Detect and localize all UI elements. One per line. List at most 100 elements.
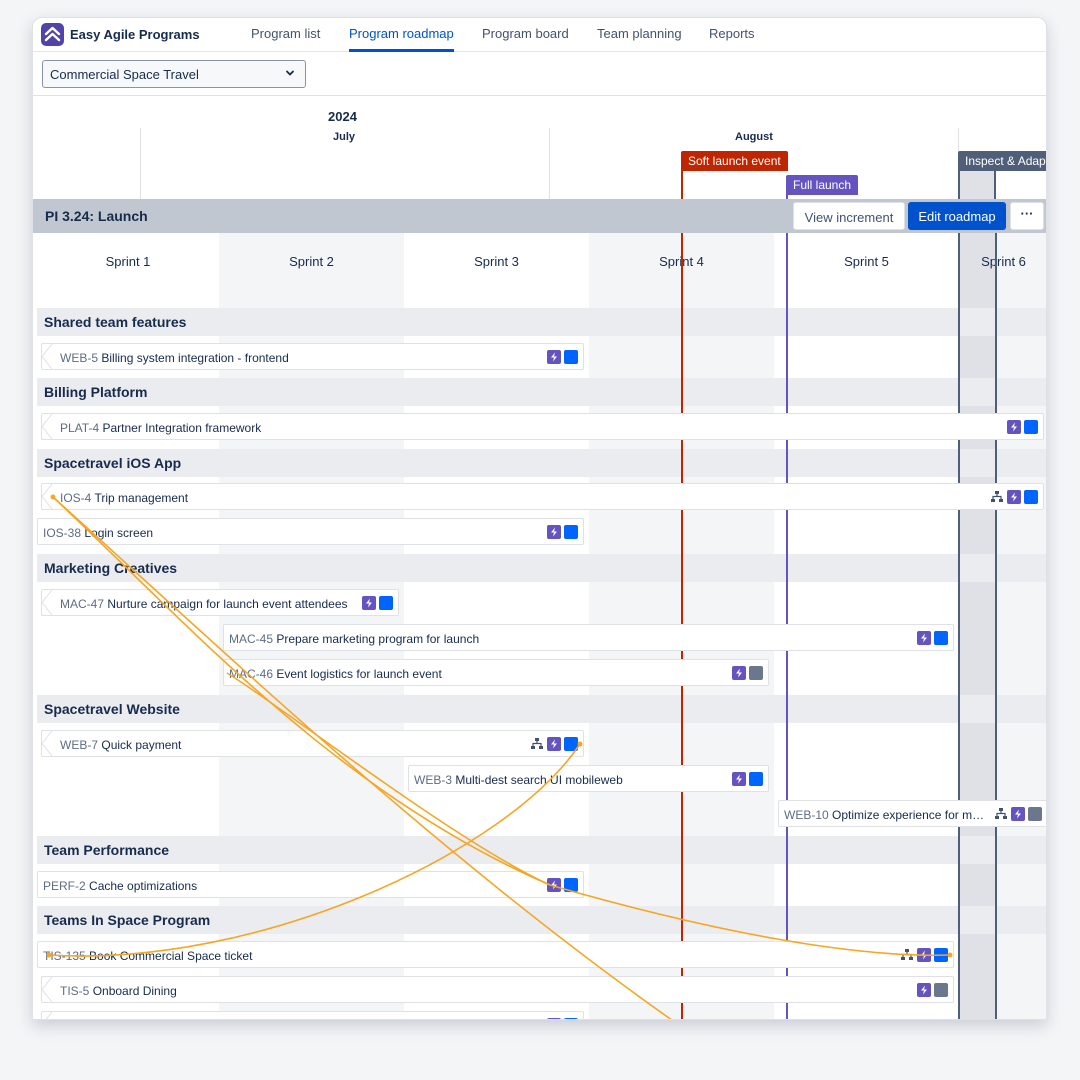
story-type-icon xyxy=(917,947,931,962)
story-type-icon xyxy=(1011,806,1025,821)
tab-program-list[interactable]: Program list xyxy=(251,26,321,41)
item-icons xyxy=(917,982,948,997)
item-key[interactable]: PLAT-4 xyxy=(60,421,100,435)
roadmap-item[interactable]: PLAT-4 Partner Integration framework xyxy=(41,413,1044,440)
continues-left-icon xyxy=(41,730,53,757)
roadmap-item[interactable]: WEB-7 Quick payment xyxy=(41,730,584,757)
group-header: Teams In Space Program xyxy=(37,906,1046,934)
status-icon xyxy=(1024,489,1038,504)
roadmap-item[interactable]: MAC-46 Event logistics for launch event xyxy=(223,659,769,686)
continues-left-icon xyxy=(41,343,53,370)
roadmap-item[interactable]: TIS-135 Book Commercial Space ticket xyxy=(37,941,954,968)
active-tab-indicator xyxy=(349,49,454,52)
item-icons xyxy=(917,630,948,645)
story-type-icon xyxy=(732,771,746,786)
group-header: Marketing Creatives xyxy=(37,554,1046,582)
item-text: WEB-5 Billing system integration - front… xyxy=(60,351,541,365)
top-navigation: Easy Agile Programs Program list Program… xyxy=(33,18,1046,52)
item-title: Quick payment xyxy=(101,738,182,752)
roadmap-item[interactable]: WEB-10 Optimize experience for mobile we… xyxy=(778,800,1046,827)
status-icon xyxy=(749,665,763,680)
tab-program-roadmap[interactable]: Program roadmap xyxy=(349,26,454,41)
program-select[interactable]: Commercial Space Travel xyxy=(42,60,306,88)
item-key[interactable]: WEB-7 xyxy=(60,738,99,752)
tab-reports[interactable]: Reports xyxy=(709,26,755,41)
continues-left-icon xyxy=(41,413,53,440)
continues-left-icon xyxy=(41,1011,53,1019)
month-label: July xyxy=(333,131,356,143)
status-icon xyxy=(934,982,948,997)
item-text: WEB-3 Multi-dest search UI mobileweb xyxy=(414,773,726,787)
continues-left-icon xyxy=(41,589,53,616)
item-key[interactable]: TIS-135 xyxy=(43,949,86,963)
program-select-value: Commercial Space Travel xyxy=(50,67,199,82)
milestone-full-launch[interactable]: Full launch xyxy=(786,175,859,195)
item-key[interactable]: IOS-4 xyxy=(60,491,92,505)
status-icon xyxy=(564,1017,578,1019)
group-label: Spacetravel Website xyxy=(44,701,180,717)
hierarchy-icon[interactable] xyxy=(900,948,914,962)
roadmap-item[interactable]: IOS-38 Login screen xyxy=(37,518,584,545)
continues-left-icon xyxy=(41,976,53,1003)
roadmap-item[interactable]: MAC-45 Prepare marketing program for lau… xyxy=(223,624,954,651)
item-key[interactable]: WEB-3 xyxy=(414,773,453,787)
inspect-adapt-line xyxy=(995,233,997,1019)
item-icons xyxy=(530,736,578,751)
sprint-label: Sprint 3 xyxy=(474,254,519,269)
roadmap-item[interactable]: TIS-5 Onboard Dining xyxy=(41,976,954,1003)
hierarchy-icon[interactable] xyxy=(530,737,544,751)
roadmap-item[interactable]: PERF-2 Cache optimizations xyxy=(37,871,584,898)
item-key[interactable]: TIS-5 xyxy=(60,984,90,998)
program-select-bar: Commercial Space Travel xyxy=(33,52,1046,96)
timeline-year: 2024 xyxy=(328,109,357,124)
item-text: PLAT-4 Partner Integration framework xyxy=(60,421,1001,435)
month-divider xyxy=(140,128,141,199)
inspect-adapt-line xyxy=(958,233,960,1019)
item-key[interactable]: MAC-45 xyxy=(229,632,274,646)
item-title: Event logistics for launch event xyxy=(276,667,442,681)
sprint-label: Sprint 1 xyxy=(105,254,151,269)
roadmap-item[interactable]: MAC-47 Nurture campaign for launch event… xyxy=(41,589,399,616)
milestone-soft-launch[interactable]: Soft launch event xyxy=(681,151,788,171)
edit-roadmap-button[interactable]: Edit roadmap xyxy=(908,202,1006,230)
item-text: MAC-46 Event logistics for launch event xyxy=(229,667,726,681)
status-icon xyxy=(379,595,393,610)
tab-team-planning[interactable]: Team planning xyxy=(597,26,682,41)
more-options-button[interactable]: ··· xyxy=(1010,202,1044,230)
item-key[interactable]: WEB-10 xyxy=(784,808,829,822)
group-label: Marketing Creatives xyxy=(44,560,178,576)
milestone-range xyxy=(958,171,996,199)
item-title: Optimize experience for mobile web xyxy=(832,808,988,822)
milestone-inspect-adapt[interactable]: Inspect & Adapt xyxy=(958,151,1046,171)
increment-header: PI 3.24: Launch View increment Edit road… xyxy=(33,199,1046,233)
roadmap-item[interactable]: WEB-5 Billing system integration - front… xyxy=(41,343,584,370)
roadmap-item[interactable]: TIS-2 Onboard Health & Fitness xyxy=(41,1011,584,1020)
story-type-icon xyxy=(1007,489,1021,504)
roadmap-item[interactable]: WEB-3 Multi-dest search UI mobileweb xyxy=(408,765,769,792)
item-key[interactable]: IOS-38 xyxy=(43,526,82,540)
hierarchy-icon[interactable] xyxy=(994,807,1008,821)
view-increment-button[interactable]: View increment xyxy=(793,202,905,230)
item-key[interactable]: WEB-5 xyxy=(60,351,99,365)
group-header: Spacetravel iOS App xyxy=(37,449,1046,477)
item-icons xyxy=(990,489,1038,504)
group-label: Shared team features xyxy=(44,314,187,330)
status-icon xyxy=(564,524,578,539)
item-key[interactable]: PERF-2 xyxy=(43,879,86,893)
item-key[interactable]: MAC-47 xyxy=(60,597,105,611)
item-icons xyxy=(547,1017,578,1019)
tab-program-board[interactable]: Program board xyxy=(482,26,569,41)
continues-left-icon xyxy=(41,483,53,510)
app-logo-icon[interactable] xyxy=(41,23,64,46)
item-key[interactable]: TIS-2 xyxy=(60,1019,89,1020)
group-label: Billing Platform xyxy=(44,384,148,400)
hierarchy-icon[interactable] xyxy=(990,490,1004,504)
story-type-icon xyxy=(917,630,931,645)
story-type-icon xyxy=(547,524,561,539)
item-icons xyxy=(1007,419,1038,434)
story-type-icon xyxy=(1007,419,1021,434)
status-icon xyxy=(1028,806,1042,821)
item-title: Nurture campaign for launch event attend… xyxy=(107,597,348,611)
roadmap-item[interactable]: IOS-4 Trip management xyxy=(41,483,1044,510)
item-key[interactable]: MAC-46 xyxy=(229,667,274,681)
